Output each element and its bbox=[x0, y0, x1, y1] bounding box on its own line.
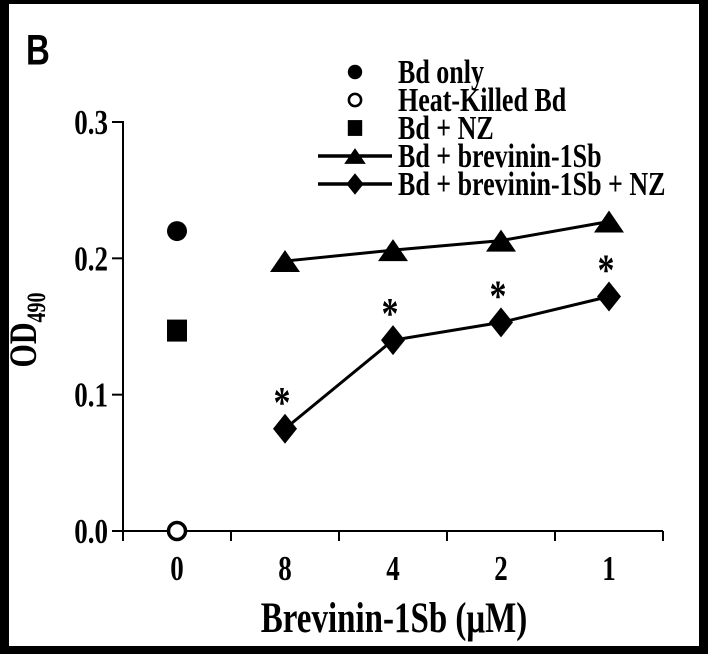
frame-border-bottom bbox=[0, 646, 708, 654]
marker-bd-nz bbox=[167, 319, 187, 342]
frame-border-left bbox=[0, 0, 9, 654]
marker-bd-only bbox=[167, 221, 187, 242]
marker-bd-brevinin-1sb bbox=[270, 250, 300, 273]
panel-label: B bbox=[26, 25, 50, 74]
legend-item-bd-brevinin-1sb: Bd + brevinin-1Sb bbox=[318, 137, 602, 175]
x-tick-label: 8 bbox=[278, 549, 291, 588]
y-tick-label: 0.0 bbox=[74, 512, 108, 551]
legend-label-bd-nz: Bd + NZ bbox=[398, 109, 494, 147]
plot-area: 0.0 0.1 0.2 0.3 0 8 4 2 1 * * * * bbox=[74, 103, 664, 588]
legend-item-bd-nz: Bd + NZ bbox=[347, 109, 494, 147]
x-tick-label: 4 bbox=[386, 549, 400, 588]
significance-asterisk: * bbox=[489, 271, 506, 320]
significance-asterisk: * bbox=[273, 378, 290, 427]
x-axis-title: Brevinin-1Sb (μM) bbox=[261, 595, 527, 642]
marker-bd-brevinin-1sb bbox=[486, 229, 516, 252]
y-axis-title: OD490 bbox=[1, 293, 52, 368]
x-tick-label: 2 bbox=[494, 549, 507, 588]
marker-bd-brevinin-1sb-nz bbox=[273, 413, 297, 444]
legend-marker-filled-square bbox=[347, 120, 363, 136]
marker-bd-brevinin-1sb-nz bbox=[597, 281, 621, 312]
x-tick-label: 0 bbox=[170, 549, 183, 588]
marker-heat-killed-bd bbox=[166, 520, 188, 542]
x-tick-label: 1 bbox=[602, 549, 615, 588]
marker-bd-brevinin-1sb-nz bbox=[489, 307, 513, 338]
y-axis-title-sub: 490 bbox=[23, 293, 52, 323]
legend-marker-filled-diamond bbox=[346, 173, 364, 195]
frame-border-right bbox=[699, 0, 708, 654]
legend-label-bd-only: Bd only bbox=[398, 53, 484, 91]
legend-item-bd-only: Bd only bbox=[347, 53, 484, 91]
legend-marker-open-circle bbox=[347, 92, 363, 108]
legend-label-bd-brevinin-1sb: Bd + brevinin-1Sb bbox=[398, 137, 602, 175]
significance-asterisk: * bbox=[597, 245, 614, 294]
legend-item-heat-killed-bd: Heat-Killed Bd bbox=[347, 81, 566, 119]
marker-bd-brevinin-1sb bbox=[378, 239, 408, 262]
marker-bd-brevinin-1sb-nz bbox=[381, 325, 405, 356]
legend-item-bd-brevinin-1sb-nz: Bd + brevinin-1Sb + NZ bbox=[318, 165, 665, 203]
legend-marker-filled-triangle bbox=[344, 148, 366, 164]
significance-asterisk: * bbox=[381, 289, 398, 338]
series-line-bd-brevinin-1sb-nz bbox=[284, 295, 610, 430]
y-tick-label: 0.1 bbox=[74, 375, 108, 414]
frame-border-top bbox=[0, 0, 708, 4]
marker-bd-brevinin-1sb bbox=[594, 210, 624, 233]
legend-label-heat-killed-bd: Heat-Killed Bd bbox=[398, 81, 566, 119]
y-tick-label: 0.3 bbox=[74, 103, 108, 142]
legend-marker-filled-circle bbox=[347, 64, 363, 80]
series-line-bd-brevinin-1sb bbox=[284, 220, 610, 263]
legend-label-bd-brevinin-1sb-nz: Bd + brevinin-1Sb + NZ bbox=[398, 165, 665, 203]
y-tick-label: 0.2 bbox=[74, 239, 108, 278]
